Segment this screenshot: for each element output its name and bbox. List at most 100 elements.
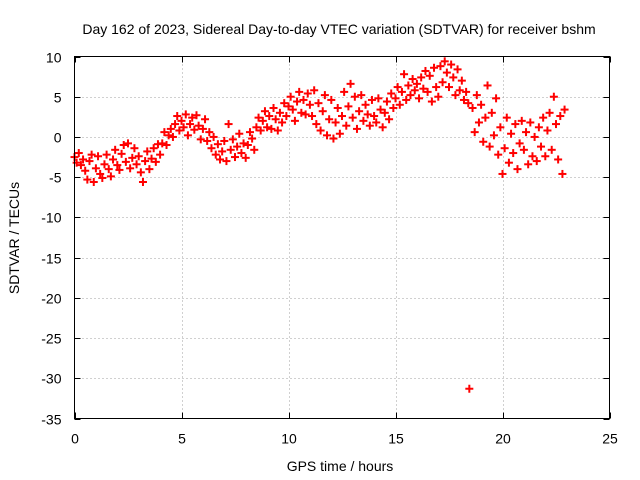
data-point-marker <box>402 95 411 104</box>
data-point-marker <box>102 150 111 159</box>
data-point-marker <box>385 115 394 124</box>
data-point-marker <box>162 140 171 149</box>
data-point-marker <box>479 137 488 146</box>
data-point-marker <box>168 132 177 141</box>
data-point-marker <box>260 107 269 116</box>
data-point-marker <box>100 160 109 169</box>
data-point-marker <box>106 172 115 181</box>
y-tick-label: -35 <box>41 412 61 428</box>
data-point-marker <box>335 129 344 138</box>
data-point-marker <box>344 102 353 111</box>
data-point-marker <box>541 152 550 161</box>
data-point-marker <box>243 140 252 149</box>
data-point-marker <box>547 145 556 154</box>
data-point-marker <box>267 124 276 133</box>
data-point-marker <box>412 79 421 88</box>
data-point-marker <box>481 113 490 122</box>
data-point-marker <box>492 94 501 103</box>
x-tick-label: 10 <box>281 431 297 447</box>
data-point-marker <box>250 145 259 154</box>
data-point-marker <box>387 89 396 98</box>
data-point-marker <box>333 103 342 112</box>
plot-frame <box>74 56 610 419</box>
data-point-marker <box>194 121 203 130</box>
data-point-marker <box>348 113 357 122</box>
data-point-marker <box>355 107 364 116</box>
data-point-marker <box>558 169 567 178</box>
y-axis-label: SDTVAR / TECUs <box>6 182 22 294</box>
data-point-marker <box>295 87 304 96</box>
data-point-marker <box>532 157 541 166</box>
data-point-marker <box>545 108 554 117</box>
data-point-marker <box>74 149 83 158</box>
tick-layer <box>74 56 611 420</box>
data-point-marker <box>284 102 293 111</box>
data-point-marker <box>434 92 443 101</box>
data-point-marker <box>477 100 486 109</box>
data-point-marker <box>256 126 265 135</box>
data-point-marker <box>303 89 312 98</box>
data-point-marker <box>297 108 306 117</box>
data-point-marker <box>96 169 105 178</box>
data-point-marker <box>325 115 334 124</box>
data-point-marker <box>442 68 451 77</box>
data-point-marker <box>115 165 124 174</box>
data-point-marker <box>269 103 278 112</box>
data-point-marker <box>290 116 299 125</box>
data-point-marker <box>419 84 428 93</box>
data-point-marker <box>196 135 205 144</box>
data-point-marker <box>318 107 327 116</box>
data-point-marker <box>504 158 513 167</box>
x-tick-label: 0 <box>71 431 79 447</box>
data-point-marker <box>468 103 477 112</box>
data-point-marker <box>237 149 246 158</box>
data-point-marker <box>489 131 498 140</box>
points-layer <box>70 57 569 393</box>
data-point-marker <box>156 150 165 159</box>
data-point-marker <box>453 65 462 74</box>
data-point-marker <box>83 175 92 184</box>
data-point-marker <box>190 125 199 134</box>
data-point-marker <box>203 136 212 145</box>
data-point-marker <box>271 115 280 124</box>
data-point-marker <box>543 126 552 135</box>
data-point-marker <box>522 128 531 137</box>
data-point-marker <box>220 136 229 145</box>
data-point-marker <box>87 150 96 159</box>
data-point-marker <box>472 91 481 100</box>
data-point-marker <box>378 123 387 132</box>
data-point-marker <box>181 110 190 119</box>
data-point-marker <box>76 161 85 170</box>
data-point-marker <box>209 132 218 141</box>
data-point-marker <box>517 116 526 125</box>
data-point-marker <box>233 142 242 151</box>
data-point-marker <box>91 164 100 173</box>
data-point-marker <box>288 105 297 114</box>
data-point-marker <box>113 161 122 170</box>
data-point-marker <box>218 147 227 156</box>
data-point-marker <box>254 113 263 122</box>
data-point-marker <box>145 165 154 174</box>
y-tick-label: -5 <box>49 170 62 186</box>
data-point-marker <box>410 86 419 95</box>
data-point-marker <box>346 79 355 88</box>
data-point-marker <box>278 118 287 127</box>
data-point-marker <box>121 157 130 166</box>
data-point-marker <box>459 95 468 104</box>
data-point-marker <box>273 126 282 135</box>
data-point-marker <box>361 100 370 109</box>
data-point-marker <box>389 103 398 112</box>
data-point-marker <box>320 91 329 100</box>
data-point-marker <box>117 149 126 158</box>
data-point-marker <box>498 169 507 178</box>
data-point-marker <box>192 111 201 120</box>
data-point-marker <box>350 92 359 101</box>
data-point-marker <box>487 108 496 117</box>
data-point-marker <box>425 71 434 80</box>
data-point-marker <box>534 123 543 132</box>
data-point-marker <box>183 131 192 140</box>
data-point-marker <box>530 132 539 141</box>
data-point-marker <box>451 91 460 100</box>
data-point-marker <box>528 152 537 161</box>
data-point-marker <box>263 123 272 132</box>
